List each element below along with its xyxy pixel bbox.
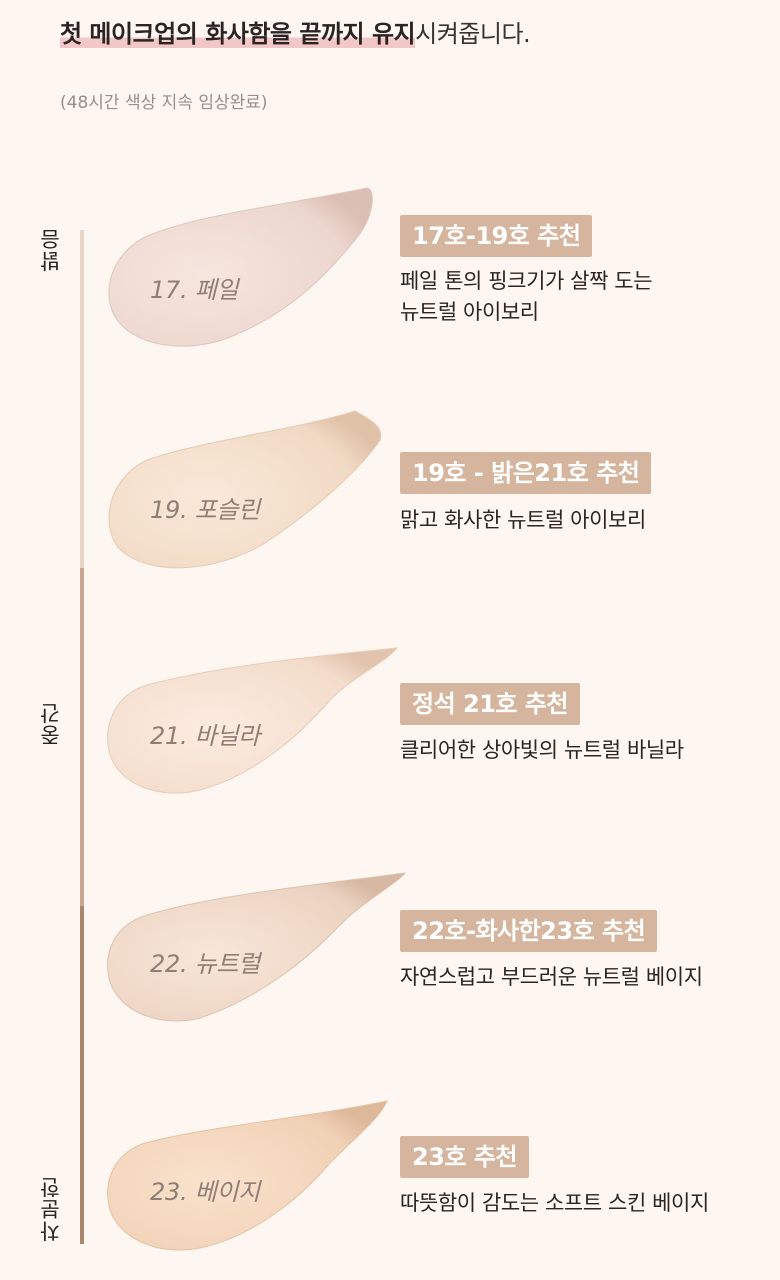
badge-22: 22호-화사한23호 추천 [400,910,658,952]
scale-bar-medium [80,568,84,906]
desc-23: 따뜻함이 감도는 소프트 스킨 베이지 [400,1188,740,1219]
swatch-label-22: 22. 뉴트럴 [150,950,260,978]
badge-17: 17호-19호 추천 [400,215,593,257]
headline-rest: 시켜줍니다. [415,20,531,48]
swatch-19-porcelain [108,410,382,569]
badge-21: 정석 21호 추천 [400,683,581,725]
desc-21: 클리어한 상아빛의 뉴트럴 바닐라 [400,735,740,766]
desc-19-line-1: 맑고 화사한 뉴트럴 아이보리 [400,508,646,532]
scale-label-calm: 차분한 [39,1176,63,1242]
intro-headline: 첫 메이크업의 화사함을 끝까지 유지시켜줍니다. [60,14,531,49]
badge-19: 19호 - 밝은21호 추천 [400,452,652,494]
scale-label-light: 밝음 [39,228,63,272]
swatch-label-21: 21. 바닐라 [150,722,260,750]
clinical-note: (48시간 색상 지속 임상완료) [60,93,268,113]
badge-23: 23호 추천 [400,1136,529,1178]
desc-17-line-1: 페일 톤의 핑크기가 살짝 도는 [400,269,653,293]
headline-highlight: 첫 메이크업의 화사함을 끝까지 유지 [60,20,416,48]
swatch-22-neutral [107,872,407,1022]
desc-17: 페일 톤의 핑크기가 살짝 도는 뉴트럴 아이보리 [400,266,740,328]
desc-21-line-1: 클리어한 상아빛의 뉴트럴 바닐라 [400,738,684,762]
scale-label-medium: 중간 [39,702,63,746]
swatch-23-beige [107,1100,388,1251]
swatch-21-vanilla [107,647,399,794]
desc-22-line-1: 자연스럽고 부드러운 뉴트럴 베이지 [400,965,703,989]
scale-bar-light [80,230,84,568]
desc-17-line-2: 뉴트럴 아이보리 [400,300,539,324]
desc-22: 자연스럽고 부드러운 뉴트럴 베이지 [400,962,740,993]
swatch-label-17: 17. 페일 [150,276,239,304]
desc-23-line-1: 따뜻함이 감도는 소프트 스킨 베이지 [400,1191,709,1215]
scale-bar-calm [80,906,84,1244]
swatch-label-19: 19. 포슬린 [150,496,260,524]
swatch-label-23: 23. 베이지 [150,1178,260,1206]
desc-19: 맑고 화사한 뉴트럴 아이보리 [400,505,740,536]
swatch-17-pale [108,187,373,347]
